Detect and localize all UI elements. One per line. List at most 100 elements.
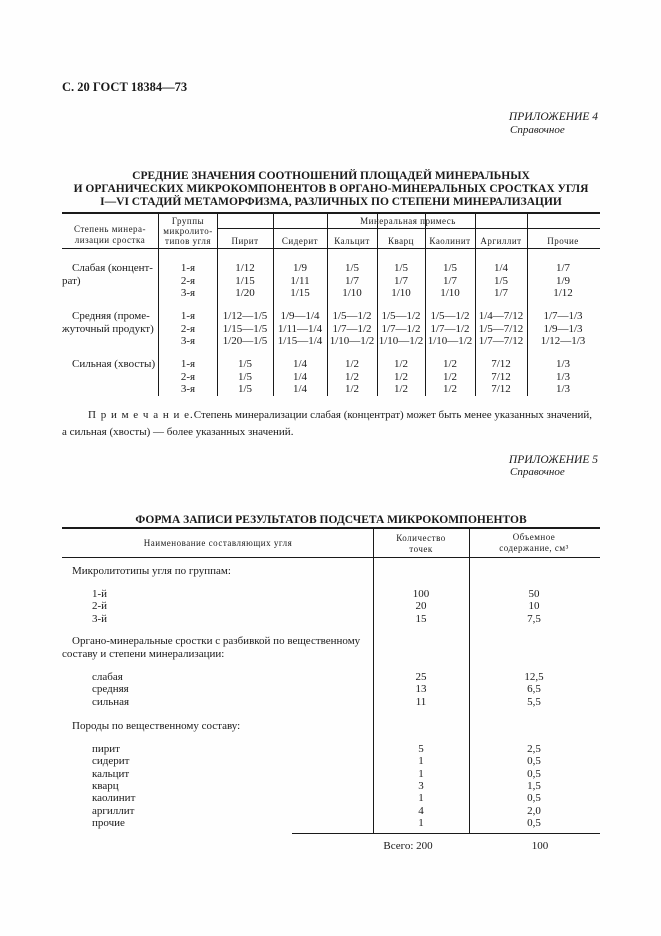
value-cell: 1/2	[344, 370, 360, 383]
group-cell: 2-я	[180, 274, 196, 287]
group-cell: 2-я	[180, 322, 196, 335]
table-1-title: СРЕДНИЕ ЗНАЧЕНИЯ СООТНОШЕНИЙ ПЛОЩАДЕЙ МИ…	[132, 170, 530, 182]
header-degree: Степень минера-	[73, 224, 147, 234]
rule-line	[62, 527, 600, 529]
section-title: составу и степени минерализации:	[62, 648, 225, 660]
degree-label: жуточный продукт)	[62, 323, 154, 335]
group-cell: 1-я	[180, 262, 196, 274]
value-cell: 1/9—1/4	[280, 310, 320, 322]
value-cell: 1/2	[442, 370, 458, 383]
value-cell: 1/5	[393, 262, 409, 274]
column-divider	[217, 214, 218, 396]
value-cell: 1/5	[237, 383, 253, 395]
value-cell: 1/5—1/2	[381, 310, 421, 322]
item-volume: 6,5	[527, 683, 541, 696]
value-cell: 7/12	[491, 358, 511, 370]
item-name: прочие	[92, 816, 125, 829]
value-cell: 1/2	[393, 358, 409, 370]
appendix-4-label: ПРИЛОЖЕНИЕ 4	[508, 111, 598, 123]
header-count: точек	[409, 544, 433, 554]
note-label: П р и м е ч а н и е.	[88, 409, 194, 421]
degree-label: рат)	[62, 275, 81, 287]
section-title: Микролитотипы угля по группам:	[72, 565, 231, 577]
item-name: 2-й	[92, 600, 108, 613]
value-cell: 1/4	[292, 370, 308, 383]
column-divider	[527, 214, 528, 396]
value-cell: 1/4—7/12	[478, 310, 524, 322]
item-count: 25	[415, 671, 427, 683]
header-volume: Объемное	[512, 532, 556, 542]
appendix-5-subtitle: Справочное	[510, 466, 565, 478]
group-cell: 1-я	[180, 358, 196, 370]
item-name: сидерит	[92, 755, 130, 768]
header-mineral-6: Прочие	[547, 236, 579, 246]
item-name: пирит	[92, 743, 120, 755]
value-cell: 1/4	[292, 358, 308, 370]
group-cell: 3-я	[180, 335, 196, 347]
group-cell: 2-я	[180, 370, 196, 383]
value-cell: 1/5—1/2	[430, 310, 470, 322]
item-volume: 1,5	[527, 779, 541, 792]
column-divider	[425, 214, 426, 396]
value-cell: 1/10	[342, 287, 362, 299]
group-cell: 1-я	[180, 310, 196, 322]
value-cell: 1/12—1/3	[540, 335, 586, 347]
value-cell: 1/12—1/5	[222, 310, 268, 322]
item-volume: 0,5	[527, 816, 541, 829]
value-cell: 1/5	[237, 358, 253, 370]
item-volume: 0,5	[527, 767, 541, 780]
value-cell: 1/3	[555, 358, 571, 370]
group-cell: 3-я	[180, 287, 196, 299]
item-volume: 7,5	[527, 612, 541, 625]
column-divider	[475, 214, 476, 396]
header-count: Количество	[396, 533, 446, 543]
header-mineral-5: Аргиллит	[480, 236, 522, 246]
header-mineral: Минеральная примесь	[360, 216, 456, 226]
header-mineral-0: Пирит	[231, 236, 259, 246]
rule-line	[62, 212, 600, 214]
table-2-title: ФОРМА ЗАПИСИ РЕЗУЛЬТАТОВ ПОДСЧЕТА МИКРОК…	[135, 514, 527, 526]
item-count: 20	[415, 600, 427, 613]
item-count: 1	[418, 755, 424, 768]
value-cell: 1/2	[442, 383, 458, 395]
section-title: Органо-минеральные сростки с разбивкой п…	[72, 635, 361, 647]
item-volume: 5,5	[527, 695, 541, 708]
value-cell: 1/10—1/2	[378, 335, 424, 347]
header-mineral-1: Сидерит	[281, 236, 319, 246]
item-count: 13	[415, 683, 427, 696]
value-cell: 1/15	[235, 274, 255, 287]
appendix-5-label: ПРИЛОЖЕНИЕ 5	[508, 454, 598, 466]
value-cell: 1/2	[393, 383, 409, 395]
rule-line	[292, 833, 600, 834]
total-volume: 100	[531, 840, 549, 852]
item-name: 3-й	[92, 612, 108, 625]
table-1-title: I—VI СТАДИЙ МЕТАМОРФИЗМА, РАЗЛИЧНЫХ ПО С…	[100, 196, 562, 208]
value-cell: 1/2	[393, 370, 409, 383]
value-cell: 1/7	[555, 262, 571, 274]
section-title: Породы по вещественному составу:	[72, 720, 241, 732]
value-cell: 1/15—1/4	[277, 335, 323, 347]
header-groups: Группы	[171, 216, 205, 226]
note-text: Степень минерализации слабая (концентрат…	[193, 409, 593, 421]
item-volume: 2,5	[527, 743, 541, 755]
item-count: 1	[418, 767, 424, 780]
column-divider	[273, 214, 274, 396]
value-cell: 1/5	[344, 262, 360, 274]
item-name: кварц	[92, 779, 119, 792]
value-cell: 1/20	[235, 287, 255, 299]
value-cell: 1/7—7/12	[478, 335, 524, 347]
item-count: 15	[415, 612, 427, 625]
column-divider	[469, 529, 470, 834]
header-mineral-4: Каолинит	[429, 236, 471, 246]
value-cell: 1/10—1/2	[427, 335, 473, 347]
value-cell: 1/5	[237, 370, 253, 383]
value-cell: 7/12	[491, 383, 511, 395]
header-degree: лизации сростка	[74, 235, 146, 245]
item-count: 3	[418, 779, 424, 792]
note-text: а сильная (хвосты) — более указанных зна…	[62, 426, 294, 438]
column-divider	[377, 214, 378, 396]
rule-line	[62, 557, 600, 558]
item-count: 100	[412, 588, 430, 600]
value-cell: 1/7—1/2	[381, 322, 421, 335]
value-cell: 7/12	[491, 370, 511, 383]
